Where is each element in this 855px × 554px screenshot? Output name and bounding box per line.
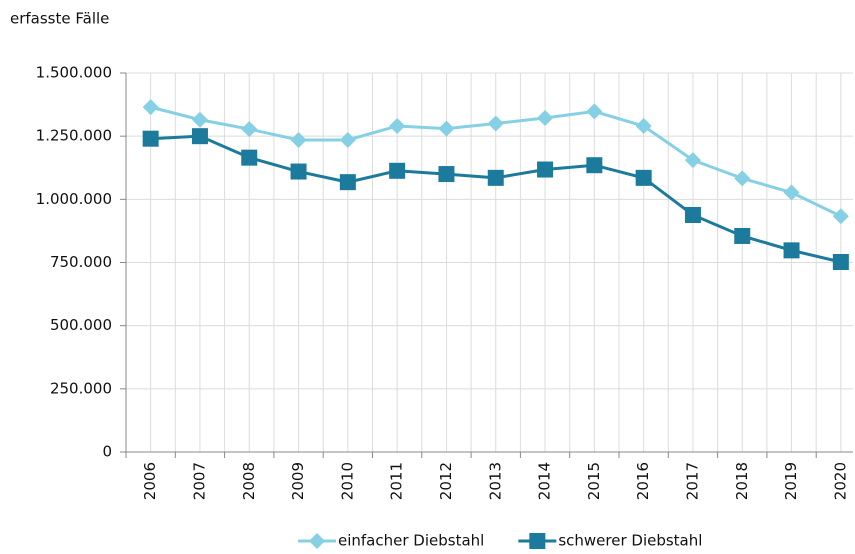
data-point [783, 242, 800, 259]
data-point [487, 115, 504, 132]
data-point [635, 118, 652, 135]
y-tick-label: 750.000 [50, 253, 112, 271]
data-point [734, 170, 751, 187]
data-point [684, 206, 701, 223]
data-point [684, 152, 701, 169]
x-tick-label: 2019 [782, 462, 800, 500]
data-point [783, 184, 800, 201]
x-tick-label: 2012 [437, 462, 455, 500]
data-point [635, 169, 652, 186]
data-point [290, 163, 307, 180]
x-tick-label: 2013 [486, 462, 504, 500]
data-point [389, 118, 406, 135]
data-point [191, 128, 208, 145]
data-point [438, 120, 455, 137]
legend-label: schwerer Diebstahl [558, 532, 702, 550]
data-point [142, 130, 159, 147]
x-tick-label: 2006 [141, 462, 159, 500]
x-tick-label: 2010 [338, 462, 356, 500]
data-point [734, 227, 751, 244]
x-tick-label: 2015 [585, 462, 603, 500]
legend-marker [529, 533, 546, 549]
data-point [290, 131, 307, 148]
y-tick-label: 500.000 [50, 316, 112, 334]
data-point [487, 169, 504, 186]
y-axis-label: erfasste Fälle [10, 10, 109, 28]
data-point [832, 208, 849, 225]
x-tick-label: 2008 [240, 462, 258, 500]
y-tick-label: 1.000.000 [36, 190, 112, 208]
data-point [389, 162, 406, 179]
x-tick-label: 2009 [289, 462, 307, 500]
data-point [537, 109, 554, 126]
legend-marker [309, 533, 325, 549]
legend-label: einfacher Diebstahl [338, 532, 484, 550]
data-point [832, 253, 849, 270]
x-tick-label: 2014 [536, 462, 554, 500]
data-point [339, 174, 356, 191]
data-point [339, 131, 356, 148]
y-tick-label: 250.000 [50, 379, 112, 397]
x-tick-label: 2007 [190, 462, 208, 500]
data-point [241, 121, 258, 138]
y-tick-label: 1.250.000 [36, 127, 112, 145]
data-point [241, 149, 258, 166]
y-tick-label: 1.500.000 [36, 64, 112, 82]
x-tick-label: 2017 [683, 462, 701, 500]
x-tick-label: 2011 [388, 462, 406, 500]
data-point [586, 103, 603, 120]
y-tick-label: 0 [102, 443, 112, 461]
data-point [191, 111, 208, 128]
x-tick-label: 2020 [831, 462, 849, 500]
data-point [438, 166, 455, 183]
data-point [142, 99, 159, 116]
data-point [586, 157, 603, 174]
x-tick-label: 2016 [634, 462, 652, 500]
data-point [537, 161, 554, 178]
x-tick-label: 2018 [733, 462, 751, 500]
